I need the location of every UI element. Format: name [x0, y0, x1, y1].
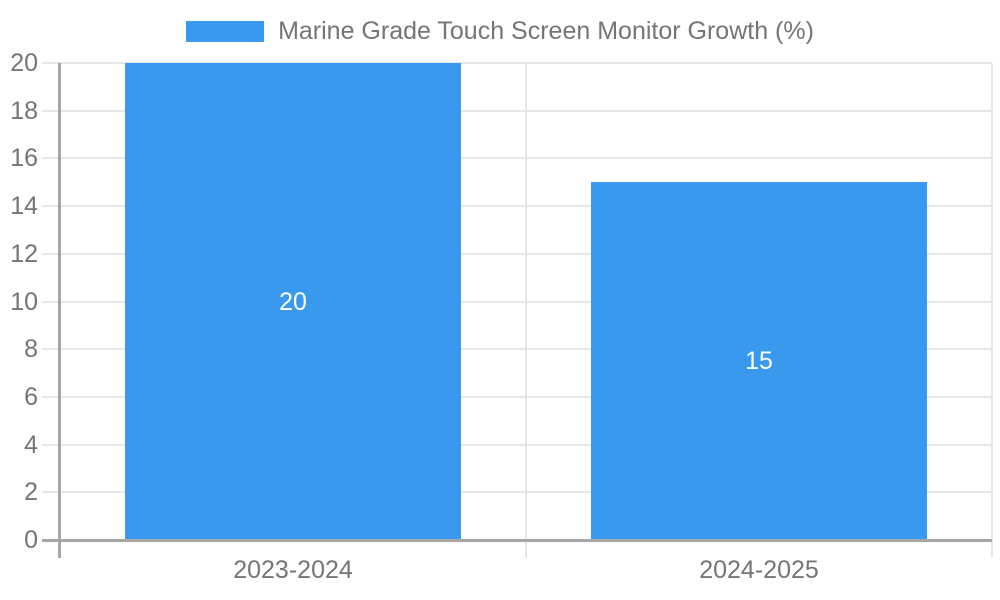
gridline: [42, 348, 992, 350]
y-tick-label: 0: [24, 526, 38, 554]
y-tick-label: 2: [24, 478, 38, 506]
bar-2024-2025[interactable]: [591, 182, 927, 540]
gridline: [42, 491, 992, 493]
bar-2023-2024[interactable]: [125, 63, 461, 540]
y-tick-label: 20: [10, 49, 38, 77]
category-boundary-line: [525, 63, 527, 558]
y-tick-label: 4: [24, 431, 38, 459]
x-axis-baseline: [42, 539, 992, 542]
y-tick-label: 14: [10, 192, 38, 220]
gridline: [42, 444, 992, 446]
gridline: [42, 110, 992, 112]
y-tick-label: 6: [24, 383, 38, 411]
y-tick-label: 16: [10, 144, 38, 172]
gridline: [42, 205, 992, 207]
gridline: [42, 396, 992, 398]
y-tick-label: 12: [10, 240, 38, 268]
y-axis-line: [58, 63, 61, 558]
y-tick-label: 18: [10, 97, 38, 125]
y-tick-label: 10: [10, 288, 38, 316]
legend-swatch-icon: [186, 20, 265, 42]
gridline: [42, 253, 992, 255]
plot-right-edge-line: [991, 63, 993, 558]
x-category-label: 2024-2025: [699, 556, 819, 584]
x-category-label: 2023-2024: [233, 556, 353, 584]
bar-value-label: 20: [279, 288, 307, 316]
gridline: [42, 62, 992, 64]
y-tick-label: 8: [24, 335, 38, 363]
legend-label: Marine Grade Touch Screen Monitor Growth…: [278, 17, 814, 45]
gridline: [42, 301, 992, 303]
gridline: [42, 157, 992, 159]
chart-legend: Marine Grade Touch Screen Monitor Growth…: [0, 17, 1000, 45]
bar-value-label: 15: [745, 347, 773, 375]
